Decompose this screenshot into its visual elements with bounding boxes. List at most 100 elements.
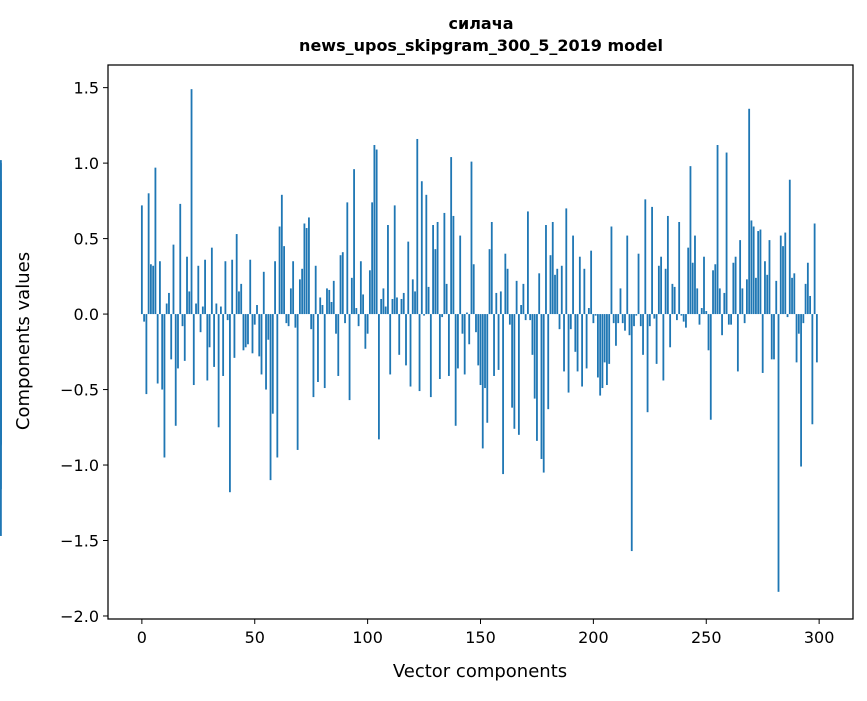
bar bbox=[637, 253, 640, 315]
bar bbox=[479, 314, 482, 386]
bar bbox=[775, 280, 778, 315]
bar bbox=[515, 280, 518, 315]
bar bbox=[536, 314, 538, 441]
bar bbox=[258, 314, 261, 357]
bar bbox=[344, 314, 346, 324]
bar bbox=[696, 288, 699, 315]
bar bbox=[285, 314, 288, 324]
y-tick-label: −2.0 bbox=[60, 607, 99, 626]
x-axis-label: Vector components bbox=[393, 661, 567, 682]
bar bbox=[673, 286, 676, 315]
x-tick-label: 50 bbox=[245, 628, 265, 647]
bar bbox=[0, 292, 2, 315]
bar bbox=[793, 273, 796, 315]
bar bbox=[788, 179, 791, 315]
bar bbox=[556, 268, 559, 315]
bar bbox=[287, 314, 290, 327]
bar bbox=[409, 314, 412, 387]
bar bbox=[168, 292, 170, 315]
bar bbox=[380, 298, 383, 315]
bar bbox=[587, 308, 590, 315]
bar bbox=[271, 314, 274, 414]
bar bbox=[633, 314, 635, 327]
bar bbox=[445, 283, 448, 315]
bar bbox=[624, 314, 626, 331]
bar bbox=[689, 166, 692, 315]
bar bbox=[644, 199, 647, 315]
bar bbox=[289, 288, 292, 315]
bar bbox=[165, 303, 168, 315]
bar bbox=[292, 261, 295, 315]
bar bbox=[414, 291, 416, 315]
x-axis: 0 50 100 150 200 250 300 bbox=[137, 619, 834, 647]
bar bbox=[606, 314, 608, 386]
bar bbox=[725, 152, 728, 315]
bar bbox=[147, 193, 150, 315]
bar bbox=[698, 314, 701, 325]
bar bbox=[475, 314, 477, 333]
bar bbox=[301, 268, 304, 315]
bar bbox=[572, 235, 574, 315]
bar bbox=[685, 314, 687, 328]
bar bbox=[215, 303, 218, 315]
bar bbox=[707, 314, 710, 351]
bar bbox=[554, 274, 556, 315]
bar bbox=[764, 261, 766, 315]
bar bbox=[364, 314, 367, 349]
bar bbox=[804, 283, 807, 315]
bar bbox=[721, 314, 723, 336]
bar bbox=[0, 314, 2, 390]
y-axis: 1.5 1.0 0.5 0.0 −0.5 −1.0 −1.5 −2.0 bbox=[60, 79, 108, 626]
bar bbox=[648, 314, 651, 327]
bar bbox=[687, 247, 690, 315]
bar bbox=[143, 314, 146, 322]
bar bbox=[405, 314, 407, 366]
bar bbox=[784, 232, 787, 315]
bar bbox=[680, 314, 683, 316]
bar bbox=[238, 291, 240, 315]
bar bbox=[192, 314, 195, 386]
bar bbox=[393, 205, 396, 315]
x-tick-label: 100 bbox=[352, 628, 383, 647]
bar bbox=[511, 314, 514, 408]
bar bbox=[425, 194, 428, 315]
bar bbox=[328, 289, 331, 315]
bar bbox=[177, 314, 179, 369]
bar bbox=[732, 262, 735, 315]
bar bbox=[705, 311, 708, 315]
bar bbox=[472, 264, 475, 315]
bar bbox=[757, 231, 760, 315]
x-tick-label: 0 bbox=[137, 628, 147, 647]
bar bbox=[791, 277, 793, 315]
bar bbox=[308, 217, 310, 315]
bar bbox=[563, 314, 565, 372]
bar bbox=[660, 256, 663, 315]
bar bbox=[657, 265, 660, 315]
bar bbox=[529, 314, 532, 321]
bar bbox=[457, 314, 459, 369]
x-tick-label: 250 bbox=[691, 628, 722, 647]
bar bbox=[513, 314, 516, 429]
chart-title-line-1: силача bbox=[449, 14, 514, 33]
bar bbox=[265, 314, 267, 390]
bar bbox=[181, 314, 184, 327]
bar bbox=[0, 314, 2, 322]
x-tick-label: 150 bbox=[465, 628, 496, 647]
bar bbox=[274, 261, 276, 315]
bar bbox=[217, 314, 220, 428]
bar bbox=[459, 235, 462, 315]
bar bbox=[615, 314, 617, 346]
bar bbox=[402, 292, 405, 315]
bar bbox=[353, 169, 355, 315]
bar bbox=[389, 314, 392, 375]
bar bbox=[466, 312, 468, 315]
bar bbox=[199, 314, 202, 333]
bar bbox=[800, 314, 802, 467]
y-tick-label: −0.5 bbox=[60, 381, 99, 400]
bar bbox=[323, 314, 326, 389]
bar bbox=[565, 208, 568, 315]
bar bbox=[642, 314, 644, 355]
bar bbox=[524, 314, 527, 321]
bar bbox=[341, 252, 344, 315]
